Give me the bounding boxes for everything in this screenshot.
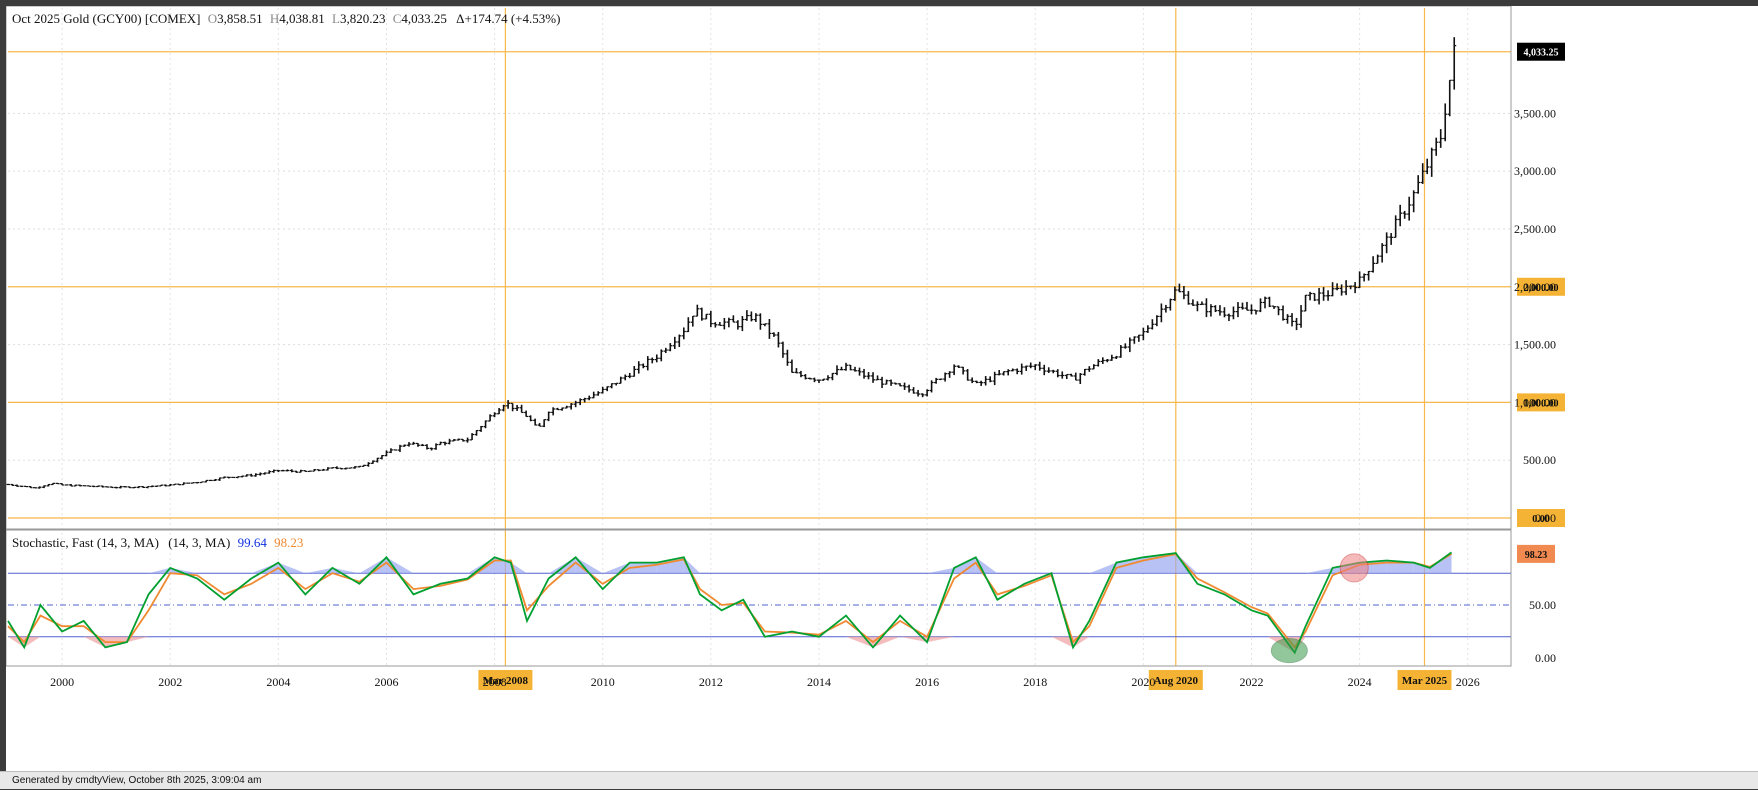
- close-value: 4,033.25: [401, 11, 447, 26]
- time-tick-label: 2026: [1456, 675, 1480, 689]
- date-marker-label: Aug 2020: [1154, 675, 1199, 687]
- price-level-label: 4,033.25: [1524, 48, 1559, 59]
- chart-canvas: 0.00 1,000.00 2,000.00 4,033.25 Mar 2008 Aug…: [6, 6, 1565, 690]
- oversold-fill: [126, 636, 149, 643]
- time-tick-label: 2002: [158, 675, 182, 689]
- overbought-fill: [602, 562, 630, 574]
- low-value: 3,820.23: [340, 11, 386, 26]
- time-tick-label: 2018: [1023, 675, 1047, 689]
- price-tick-label: 3,500.00: [1514, 106, 1556, 120]
- chart-title: Oct 2025 Gold (GCY00) [COMEX]: [12, 11, 200, 26]
- stochastic-tick-label: 50.00: [1529, 598, 1556, 612]
- oversold-fill: [927, 636, 955, 643]
- overbought-fill: [386, 557, 414, 574]
- time-tick-label: 2020: [1131, 675, 1155, 689]
- oversold-fill: [24, 636, 41, 648]
- overbought-fill: [954, 557, 976, 574]
- overbought-fill: [305, 567, 333, 574]
- stochastic-d-value: 98.23: [274, 535, 303, 550]
- stochastic-d-line: [7, 553, 1452, 649]
- time-tick-label: 2016: [915, 675, 939, 689]
- overbought-fill: [170, 567, 198, 574]
- price-level-label: 2,000.00: [1524, 283, 1559, 294]
- time-tick-label: 2000: [50, 675, 74, 689]
- date-markers: Mar 2008 Aug 2020 Mar 2025: [478, 8, 1452, 690]
- overbought-fill: [927, 567, 955, 574]
- price-tick-label: 0.00: [1535, 511, 1556, 525]
- overbought-fill: [1089, 562, 1117, 574]
- stochastic-params: (14, 3, MA): [168, 535, 230, 550]
- date-marker-label: Mar 2025: [1402, 675, 1448, 687]
- time-tick-label: 2012: [699, 675, 723, 689]
- time-tick-label: 2004: [266, 675, 290, 689]
- oversold-highlight: [1270, 638, 1308, 664]
- footer-text: Generated by cmdtyView, October 8th 2025…: [0, 771, 1758, 789]
- oversold-fill: [1051, 636, 1074, 648]
- price-level-tag: [1517, 509, 1565, 527]
- close-label: C: [393, 11, 402, 26]
- overbought-fill: [1386, 560, 1414, 574]
- overbought-fill: [1175, 553, 1198, 574]
- overbought-fill: [148, 567, 171, 574]
- chart-frame: 0.00 1,000.00 2,000.00 4,033.25 Mar 2008 Aug…: [6, 6, 1758, 771]
- high-label: H: [270, 11, 279, 26]
- chart-header: Oct 2025 Gold (GCY00) [COMEX] O3,858.51 …: [12, 11, 560, 26]
- time-tick-label: 2008: [483, 675, 507, 689]
- time-tick-label: 2010: [591, 675, 615, 689]
- overbought-fill: [683, 557, 701, 574]
- price-panel-border: [6, 6, 1512, 530]
- price-level-label: 1,000.00: [1524, 398, 1559, 409]
- price-level-tag: [1517, 393, 1565, 412]
- price-level-tag: [1517, 42, 1565, 61]
- open-value: 3,858.51: [217, 11, 263, 26]
- stochastic-tick-label: 0.00: [1535, 651, 1556, 665]
- time-tick-label: 2024: [1348, 675, 1372, 689]
- time-tick-label: 2006: [374, 675, 398, 689]
- stochastic-last-tag: [1517, 544, 1555, 563]
- axes: 0.00 500.00 1,000.00 1,500.00 2,000.00 2,500.…: [6, 6, 1556, 689]
- date-marker-tag: [1397, 670, 1452, 690]
- price-tick-label: 500.00: [1523, 453, 1556, 467]
- price-levels: 0.00 1,000.00 2,000.00 4,033.25: [8, 42, 1565, 527]
- stochastic-k-value: 99.64: [238, 535, 268, 550]
- time-tick-label: 2014: [807, 675, 831, 689]
- stochastic-header: Stochastic, Fast (14, 3, MA) (14, 3, MA)…: [12, 535, 303, 550]
- date-marker-label: Mar 2008: [483, 675, 529, 687]
- price-tick-label: 2,500.00: [1514, 222, 1556, 236]
- price-tick-label: 2,000.00: [1514, 280, 1556, 294]
- oversold-fill: [900, 636, 928, 643]
- high-value: 4,038.81: [279, 11, 325, 26]
- overbought-fill: [1413, 562, 1430, 574]
- stochastic-panel: 98.23: [7, 544, 1555, 664]
- overbought-fill: [575, 557, 603, 574]
- stochastic-name: Stochastic, Fast (14, 3, MA): [12, 535, 159, 550]
- price-bars: [6, 37, 1457, 489]
- overbought-fill: [467, 557, 495, 574]
- price-level-label: 0.00: [1532, 514, 1550, 525]
- overbought-fill: [1305, 567, 1333, 574]
- low-label: L: [332, 11, 340, 26]
- time-tick-label: 2022: [1239, 675, 1263, 689]
- price-tick-label: 1,000.00: [1514, 395, 1556, 409]
- stochastic-k-line: [7, 551, 1453, 655]
- open-label: O: [208, 11, 217, 26]
- date-marker-tag: [1148, 670, 1203, 690]
- price-tick-label: 1,500.00: [1514, 338, 1556, 352]
- change-value: Δ+174.74 (+4.53%): [456, 11, 560, 26]
- date-marker-tag: [478, 670, 533, 690]
- price-tick-label: 3,000.00: [1514, 164, 1556, 178]
- overbought-fill: [359, 557, 387, 574]
- price-level-tag: [1517, 277, 1565, 296]
- stochastic-last-label: 98.23: [1525, 550, 1548, 561]
- overbought-highlight: [1339, 553, 1369, 583]
- overbought-fill: [251, 562, 279, 574]
